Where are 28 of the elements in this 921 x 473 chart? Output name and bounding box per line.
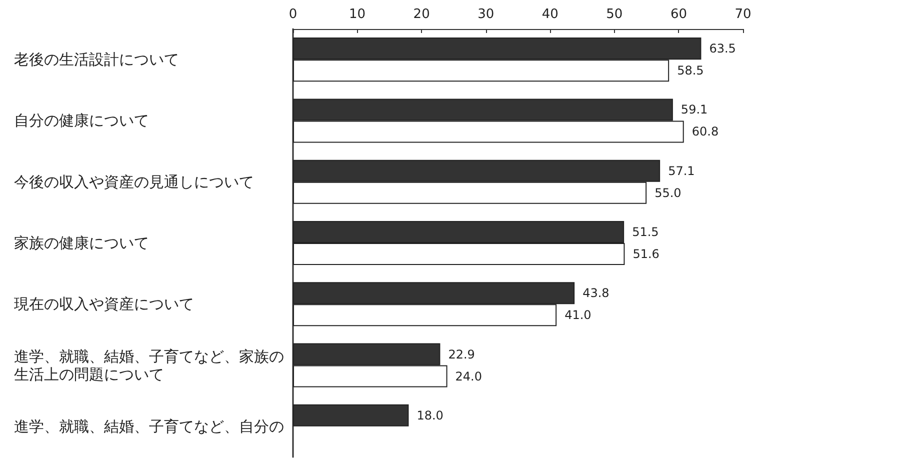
y-tick-label: 老後の生活設計について (14, 50, 179, 69)
data-label: 63.5 (709, 42, 736, 56)
data-label: 22.9 (448, 347, 475, 362)
data-label: 59.1 (680, 102, 708, 117)
data-label: 24.0 (455, 369, 482, 384)
data-label: 58.5 (677, 64, 704, 78)
x-tick-label: 0 (288, 7, 298, 22)
x-tick-label: 70 (734, 7, 752, 22)
x-tick-label: 20 (413, 7, 430, 22)
x-tick-label: 50 (606, 7, 623, 22)
data-label: 55.0 (654, 186, 682, 200)
y-tick-label: 自分の健康について (14, 112, 149, 130)
data-label: 41.0 (564, 308, 592, 322)
y-tick-label: 進学、就職、結婚、子育てなど、自分の (14, 417, 284, 436)
y-tick-label: 今後の収入や資産の見通しについて (14, 172, 254, 191)
y-tick-label: 家族の健康について (14, 234, 149, 252)
data-label: 60.8 (692, 124, 719, 139)
data-label: 51.6 (632, 247, 660, 262)
data-label: 51.5 (632, 224, 659, 239)
data-label: 18.0 (416, 408, 444, 422)
x-tick-label: 60 (670, 7, 687, 22)
data-label: 57.1 (668, 164, 695, 178)
y-tick-label: 現在の収入や資産について (14, 295, 194, 314)
x-tick-label: 40 (542, 7, 558, 22)
x-tick-label: 30 (478, 7, 494, 22)
data-label: 43.8 (582, 286, 610, 300)
x-tick-label: 10 (349, 7, 366, 22)
y-tick-label: 進学、就職、結婚、子育てなど、家族の生活上の問題について (14, 347, 284, 384)
